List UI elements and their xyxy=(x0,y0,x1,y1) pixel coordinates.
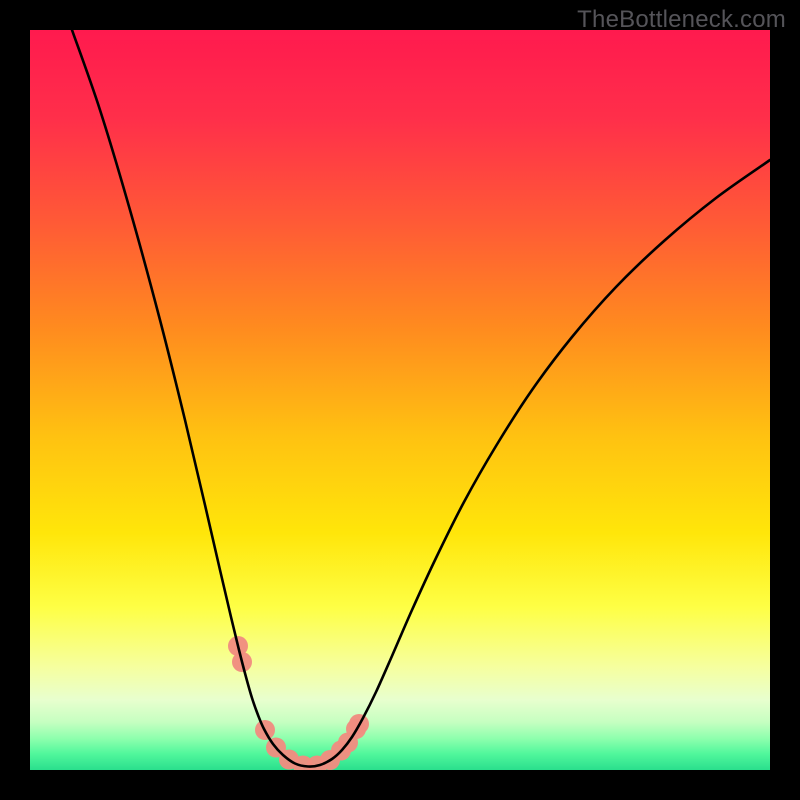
curve-layer xyxy=(30,30,770,770)
bottleneck-curve xyxy=(72,30,770,767)
chart-frame: TheBottleneck.com xyxy=(0,0,800,800)
plot-area xyxy=(30,30,770,770)
marker-group xyxy=(228,636,369,770)
